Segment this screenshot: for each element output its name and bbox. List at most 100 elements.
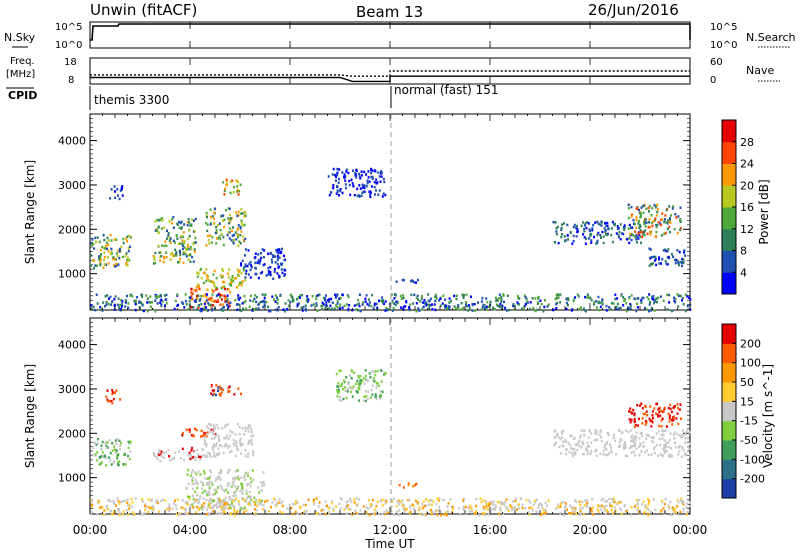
data-cell	[224, 300, 227, 303]
data-cell	[385, 500, 388, 503]
data-cell	[643, 220, 646, 223]
data-cell	[185, 428, 188, 432]
data-cell	[225, 434, 228, 438]
data-cell	[364, 300, 367, 303]
data-cell	[558, 445, 561, 449]
data-cell	[243, 476, 246, 479]
data-cell	[666, 256, 669, 259]
data-cell	[640, 450, 643, 453]
data-cell	[156, 218, 159, 222]
power-colorbar-label: Power [dB]	[757, 179, 771, 244]
data-cell	[659, 414, 662, 418]
data-cell	[242, 268, 245, 272]
data-cell	[471, 309, 474, 312]
data-cell	[229, 291, 232, 294]
data-cell	[585, 226, 588, 230]
data-cell	[403, 510, 406, 513]
data-cell	[245, 272, 247, 275]
data-cell	[219, 394, 222, 397]
data-cell	[196, 453, 199, 456]
data-cell	[459, 513, 462, 516]
data-cell	[276, 258, 279, 262]
data-cell	[206, 431, 209, 434]
data-cell	[344, 175, 347, 179]
data-cell	[600, 436, 603, 439]
data-cell	[365, 379, 368, 382]
data-cell	[372, 307, 375, 310]
data-cell	[354, 509, 357, 512]
data-cell	[262, 256, 265, 259]
data-cell	[576, 512, 578, 515]
data-cell	[299, 296, 301, 299]
data-cell	[407, 483, 410, 487]
data-cell	[448, 297, 451, 300]
data-cell	[116, 457, 119, 460]
data-cell	[417, 307, 420, 310]
data-cell	[231, 234, 234, 237]
data-cell	[437, 499, 440, 502]
data-cell	[628, 297, 631, 300]
data-cell	[347, 504, 349, 507]
data-cell	[425, 498, 428, 501]
data-cell	[494, 504, 497, 507]
data-cell	[353, 501, 356, 504]
data-cell	[183, 240, 186, 243]
data-cell	[424, 301, 427, 304]
data-cell	[90, 512, 93, 516]
data-cell	[94, 264, 97, 267]
data-cell	[219, 505, 222, 508]
data-cell	[501, 304, 504, 308]
data-cell	[660, 409, 663, 413]
data-cell	[421, 503, 424, 506]
data-cell	[210, 385, 213, 388]
data-cell	[484, 513, 487, 517]
data-cell	[589, 452, 592, 455]
data-cell	[145, 506, 148, 509]
data-cell	[191, 506, 194, 509]
data-cell	[183, 246, 186, 249]
data-cell	[195, 499, 198, 502]
data-cell	[373, 508, 376, 511]
data-cell	[118, 439, 121, 442]
data-cell	[555, 230, 558, 233]
data-cell	[231, 277, 234, 280]
data-cell	[151, 301, 153, 304]
data-cell	[675, 258, 678, 262]
data-cell	[212, 493, 215, 496]
data-cell	[677, 305, 680, 308]
data-cell	[154, 293, 157, 297]
data-cell	[671, 207, 674, 210]
data-cell	[336, 391, 339, 394]
data-cell	[642, 233, 645, 236]
data-cell	[390, 293, 393, 296]
data-cell	[395, 300, 398, 304]
data-cell	[352, 169, 354, 172]
data-cell	[254, 500, 257, 504]
data-cell	[249, 501, 251, 504]
data-cell	[454, 307, 457, 310]
data-cell	[252, 299, 255, 303]
data-cell	[252, 434, 255, 437]
data-cell	[629, 232, 632, 236]
data-cell	[262, 504, 265, 507]
colorbar-tick-label: -200	[740, 473, 765, 486]
data-cell	[146, 297, 149, 300]
data-cell	[247, 439, 250, 443]
data-cell	[630, 238, 633, 242]
data-cell	[291, 297, 294, 301]
data-cell	[678, 294, 680, 298]
data-cell	[315, 497, 318, 500]
data-cell	[579, 503, 582, 507]
data-cell	[210, 481, 213, 484]
data-cell	[113, 185, 116, 188]
colorbar-segment	[722, 324, 736, 344]
data-cell	[206, 215, 209, 219]
data-cell	[676, 505, 679, 508]
data-cell	[106, 446, 109, 449]
data-cell	[685, 505, 688, 509]
colorbar-segment	[722, 250, 736, 273]
data-cell	[208, 487, 211, 491]
data-cell	[653, 203, 656, 207]
data-cell	[234, 299, 237, 302]
data-cell	[247, 455, 250, 458]
